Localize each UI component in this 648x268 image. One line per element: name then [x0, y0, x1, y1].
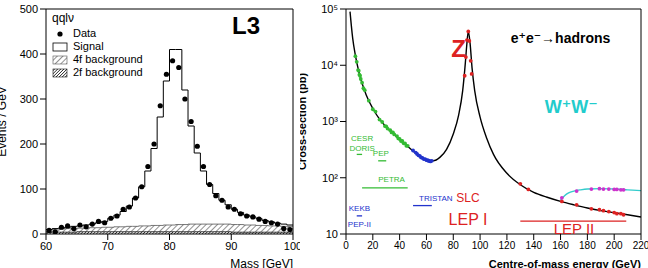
svg-text:500: 500 [20, 3, 38, 15]
svg-text:200: 200 [20, 138, 38, 150]
svg-text:140: 140 [525, 240, 542, 251]
svg-text:10³: 10³ [322, 115, 338, 127]
svg-text:Z: Z [451, 35, 466, 62]
svg-text:80: 80 [448, 240, 460, 251]
svg-text:Mass [GeV]: Mass [GeV] [230, 257, 293, 268]
svg-text:10²: 10² [322, 172, 338, 184]
svg-text:PETRA: PETRA [378, 175, 405, 184]
html-text:2f background: 2f background [73, 66, 143, 78]
svg-text:120: 120 [499, 240, 516, 251]
svg-text:10⁴: 10⁴ [321, 59, 338, 71]
svg-text:40: 40 [394, 240, 406, 251]
svg-text:160: 160 [552, 240, 569, 251]
html-text:4f background: 4f background [73, 53, 143, 65]
svg-text:KEKB: KEKB [349, 204, 370, 213]
svg-text:CESR: CESR [351, 134, 373, 143]
html-text:qqlν: qqlν [52, 11, 74, 25]
svg-text:20: 20 [367, 240, 379, 251]
svg-text:DORIS: DORIS [349, 144, 374, 153]
svg-text:300: 300 [20, 93, 38, 105]
html-text:Signal: Signal [73, 40, 104, 52]
svg-text:10: 10 [326, 228, 338, 240]
svg-text:Cross-section (pb): Cross-section (pb) [300, 73, 308, 171]
svg-text:Centre-of-mass energy (GeV): Centre-of-mass energy (GeV) [489, 258, 640, 268]
svg-text:100: 100 [20, 183, 38, 195]
svg-text:W⁺W⁻: W⁺W⁻ [545, 97, 598, 117]
svg-text:180: 180 [579, 240, 596, 251]
svg-text:LEP II: LEP II [554, 220, 595, 237]
html-text:Data: Data [73, 27, 97, 39]
svg-text:70: 70 [102, 240, 114, 252]
svg-text:400: 400 [20, 48, 38, 60]
svg-text:90: 90 [225, 240, 237, 252]
svg-text:Events / GeV: Events / GeV [8, 86, 9, 157]
svg-text:e⁺e⁻→hadrons: e⁺e⁻→hadrons [511, 30, 611, 46]
svg-text:LEP I: LEP I [449, 211, 488, 228]
svg-text:60: 60 [40, 240, 52, 252]
html-text:L3: L3 [232, 12, 260, 39]
svg-text:100: 100 [284, 240, 300, 252]
svg-text:10⁵: 10⁵ [321, 3, 338, 15]
svg-text:SLC: SLC [456, 191, 480, 205]
svg-text:0: 0 [343, 240, 349, 251]
svg-text:80: 80 [163, 240, 175, 252]
svg-text:60: 60 [421, 240, 433, 251]
svg-text:220: 220 [633, 240, 640, 251]
svg-text:100: 100 [472, 240, 489, 251]
svg-text:PEP-II: PEP-II [348, 220, 371, 229]
svg-text:200: 200 [606, 240, 623, 251]
svg-text:PEP: PEP [373, 149, 389, 158]
svg-text:0: 0 [32, 228, 38, 240]
svg-text:TRISTAN: TRISTAN [419, 194, 453, 203]
